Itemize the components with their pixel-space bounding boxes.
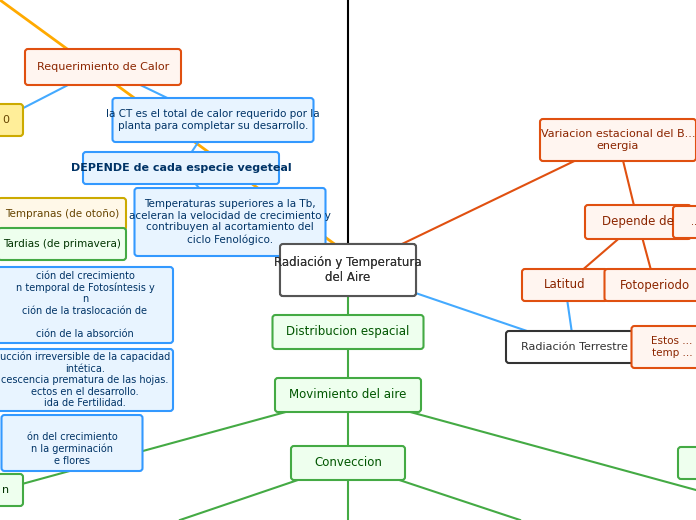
FancyBboxPatch shape [0, 349, 173, 411]
FancyBboxPatch shape [585, 205, 691, 239]
Text: Requerimiento de Calor: Requerimiento de Calor [37, 62, 169, 72]
FancyBboxPatch shape [0, 198, 126, 230]
FancyBboxPatch shape [678, 447, 696, 479]
FancyBboxPatch shape [83, 152, 279, 184]
FancyBboxPatch shape [540, 119, 696, 161]
Text: Latitud: Latitud [544, 279, 586, 292]
FancyBboxPatch shape [605, 269, 696, 301]
Text: ...: ... [692, 217, 696, 227]
FancyBboxPatch shape [506, 331, 642, 363]
FancyBboxPatch shape [134, 188, 326, 256]
Text: Fotoperiodo: Fotoperiodo [620, 279, 690, 292]
FancyBboxPatch shape [280, 244, 416, 296]
FancyBboxPatch shape [273, 315, 423, 349]
Text: Tempranas (de otoño): Tempranas (de otoño) [5, 209, 119, 219]
FancyBboxPatch shape [0, 474, 23, 506]
Text: n: n [3, 485, 10, 495]
FancyBboxPatch shape [0, 267, 173, 343]
Text: Movimiento del aire: Movimiento del aire [290, 388, 406, 401]
FancyBboxPatch shape [0, 104, 23, 136]
Text: Variacion estacional del B...
energia: Variacion estacional del B... energia [541, 129, 695, 151]
Text: Conveccion: Conveccion [314, 457, 382, 470]
FancyBboxPatch shape [291, 446, 405, 480]
FancyBboxPatch shape [25, 49, 181, 85]
Text: Radiación Terrestre: Radiación Terrestre [521, 342, 627, 352]
Text: ción del crecimiento
n temporal de Fotosíntesis y
n
ción de la traslocación de

: ción del crecimiento n temporal de Fotos… [15, 271, 155, 340]
Text: ón del crecimiento
n la germinación
e flores: ón del crecimiento n la germinación e fl… [26, 420, 118, 466]
Text: DEPENDE de cada especie vegeteal: DEPENDE de cada especie vegeteal [71, 163, 292, 173]
Text: la CT es el total de calor requerido por la
planta para completar su desarrollo.: la CT es el total de calor requerido por… [106, 109, 320, 131]
Text: Radiación y Temperatura
del Aire: Radiación y Temperatura del Aire [274, 256, 422, 284]
FancyBboxPatch shape [0, 228, 126, 260]
Text: ucción irreversible de la capacidad
intética.
cescencia prematura de las hojas.
: ucción irreversible de la capacidad inté… [0, 352, 170, 408]
FancyBboxPatch shape [673, 206, 696, 238]
Text: Radiación y Temperatura
del Aire: Radiación y Temperatura del Aire [274, 256, 422, 284]
FancyBboxPatch shape [522, 269, 608, 301]
FancyBboxPatch shape [275, 378, 421, 412]
FancyBboxPatch shape [631, 326, 696, 368]
Text: Depende de: Depende de [602, 215, 674, 228]
FancyBboxPatch shape [1, 415, 143, 471]
FancyBboxPatch shape [113, 98, 313, 142]
Text: Distribucion espacial: Distribucion espacial [286, 326, 410, 339]
Text: Estos ...
temp ...: Estos ... temp ... [651, 336, 693, 358]
Text: Tardias (de primavera): Tardias (de primavera) [3, 239, 121, 249]
Text: Temperaturas superiores a la Tb,
aceleran la velocidad de crecimiento y
contribu: Temperaturas superiores a la Tb, acelera… [129, 199, 331, 245]
FancyBboxPatch shape [280, 244, 416, 296]
Text: 0: 0 [3, 115, 10, 125]
